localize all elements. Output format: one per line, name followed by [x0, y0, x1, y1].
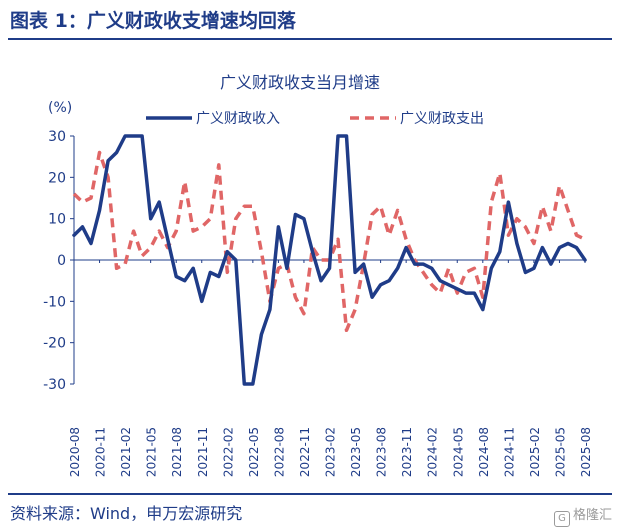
x-tick-label: 2020-08	[68, 427, 82, 477]
y-tick-label: 10	[48, 212, 66, 228]
y-tick-label: -10	[43, 294, 66, 310]
x-tick-label: 2025-08	[579, 427, 593, 477]
source-note: 资料来源：Wind，申万宏源研究	[10, 504, 243, 523]
x-tick-label: 2021-02	[119, 427, 133, 477]
x-tick-label: 2025-02	[528, 427, 542, 477]
x-tick-label: 2022-11	[298, 427, 312, 477]
x-tick-label: 2022-02	[221, 427, 235, 477]
y-tick-label: 20	[48, 170, 66, 186]
y-tick-label: 0	[57, 253, 66, 269]
legend-label: 广义财政收入	[196, 111, 280, 127]
x-tick-label: 2024-02	[426, 427, 440, 477]
watermark-text: 格隆汇	[572, 508, 612, 523]
y-tick-label: -20	[43, 336, 66, 352]
glh-logo-icon: G	[553, 511, 570, 527]
x-tick-label: 2021-05	[145, 427, 159, 477]
series-line	[72, 134, 587, 386]
x-tick-label: 2023-08	[375, 427, 389, 477]
x-tick-label: 2021-08	[170, 427, 184, 477]
x-tick-label: 2020-11	[94, 427, 108, 477]
watermark: G 格隆汇	[553, 504, 612, 527]
x-tick-label: 2022-05	[247, 427, 261, 477]
x-tick-label: 2021-11	[196, 427, 210, 477]
x-tick-label: 2023-11	[400, 427, 414, 477]
y-tick-label: -30	[43, 377, 66, 393]
title-rule	[8, 38, 612, 40]
chart-title: 广义财政收支当月增速	[220, 73, 380, 92]
legend-label: 广义财政支出	[400, 111, 484, 127]
x-tick-label: 2024-08	[477, 427, 491, 477]
series-layer	[72, 134, 587, 386]
source-rule	[8, 493, 612, 495]
figure-title: 图表 1：广义财政收支增速均回落	[10, 10, 296, 32]
x-tick-label: 2024-11	[502, 427, 516, 477]
line-chart: 广义财政收支当月增速 (%) 广义财政收入 广义财政支出 30 20 10 0 -10 -2…	[43, 73, 593, 477]
axes: 30 20 10 0 -10 -20 -30 2020-08 2020-11 2021-02 202…	[43, 129, 593, 477]
y-tick-label: 30	[48, 129, 66, 145]
y-axis-unit: (%)	[48, 100, 72, 116]
x-tick-label: 2022-08	[272, 427, 286, 477]
x-tick-label: 2025-05	[553, 427, 567, 477]
x-tick-label: 2024-05	[451, 427, 465, 477]
x-tick-label: 2023-05	[349, 427, 363, 477]
legend: 广义财政收入 广义财政支出	[146, 111, 484, 127]
x-tick-label: 2023-02	[324, 427, 338, 477]
